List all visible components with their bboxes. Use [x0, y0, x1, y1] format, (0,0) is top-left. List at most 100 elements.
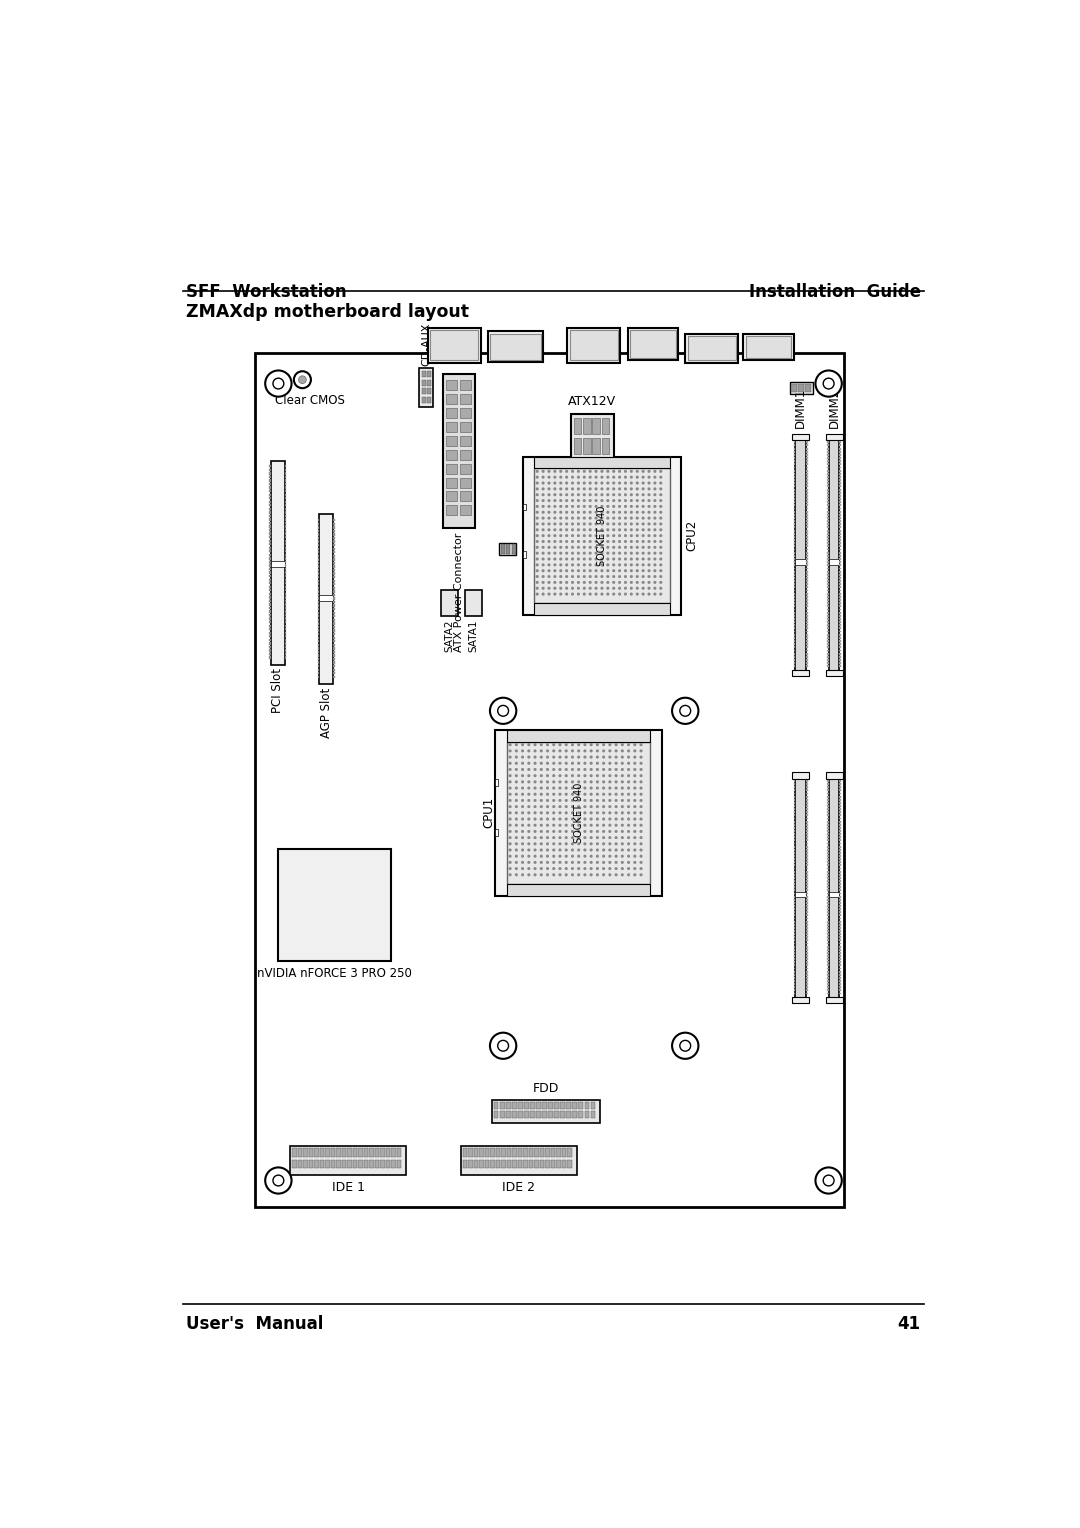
Bar: [318, 633, 320, 636]
Circle shape: [608, 787, 611, 790]
Bar: [806, 445, 808, 446]
Circle shape: [672, 698, 699, 724]
Circle shape: [590, 868, 593, 869]
Bar: [827, 665, 828, 668]
Circle shape: [630, 516, 633, 520]
Bar: [441, 590, 458, 616]
Bar: [839, 883, 841, 885]
Circle shape: [621, 848, 624, 851]
Circle shape: [639, 743, 643, 746]
Bar: [318, 594, 320, 596]
Bar: [269, 568, 271, 570]
Circle shape: [515, 805, 517, 808]
Circle shape: [603, 781, 605, 784]
Circle shape: [589, 564, 592, 567]
Bar: [806, 634, 808, 636]
Bar: [584, 1111, 590, 1118]
Bar: [334, 630, 335, 631]
Bar: [794, 520, 795, 523]
Circle shape: [546, 805, 549, 808]
Circle shape: [490, 698, 516, 724]
Circle shape: [600, 475, 604, 478]
Circle shape: [536, 481, 539, 484]
Bar: [828, 892, 839, 897]
Circle shape: [627, 868, 630, 869]
Bar: [602, 419, 609, 434]
Circle shape: [565, 564, 568, 567]
Bar: [359, 1160, 363, 1169]
Bar: [794, 946, 795, 947]
Bar: [806, 463, 808, 466]
Text: DIMM2: DIMM2: [827, 388, 840, 428]
Circle shape: [624, 581, 626, 584]
Circle shape: [559, 523, 563, 526]
Circle shape: [590, 756, 593, 758]
Circle shape: [577, 535, 580, 536]
Circle shape: [627, 769, 630, 770]
Circle shape: [527, 868, 530, 869]
Bar: [330, 1160, 335, 1169]
Circle shape: [559, 535, 563, 536]
Bar: [794, 498, 795, 500]
Circle shape: [636, 523, 638, 526]
Circle shape: [624, 593, 626, 596]
Bar: [806, 790, 808, 792]
Bar: [518, 1102, 523, 1109]
Circle shape: [571, 529, 573, 532]
Bar: [396, 1148, 401, 1157]
Circle shape: [627, 799, 630, 802]
Circle shape: [627, 743, 630, 746]
Circle shape: [509, 756, 512, 758]
Bar: [536, 1102, 541, 1109]
Bar: [839, 587, 841, 588]
Circle shape: [565, 487, 568, 490]
Bar: [794, 652, 795, 654]
Bar: [269, 620, 271, 623]
Circle shape: [618, 545, 621, 549]
Bar: [806, 628, 808, 630]
Circle shape: [660, 564, 662, 567]
Bar: [806, 793, 808, 795]
Circle shape: [603, 854, 605, 857]
Bar: [342, 1148, 346, 1157]
Circle shape: [660, 506, 662, 507]
Bar: [512, 1148, 516, 1157]
Circle shape: [627, 842, 630, 845]
Circle shape: [565, 475, 568, 478]
Bar: [839, 921, 841, 923]
Circle shape: [542, 494, 544, 497]
Circle shape: [653, 575, 657, 578]
Text: SOCKET 940: SOCKET 940: [573, 782, 583, 843]
Circle shape: [648, 581, 650, 584]
Circle shape: [571, 775, 573, 778]
Circle shape: [627, 874, 630, 876]
Bar: [827, 463, 828, 466]
Bar: [839, 451, 841, 452]
Bar: [794, 542, 795, 544]
Circle shape: [621, 874, 624, 876]
Circle shape: [548, 510, 551, 513]
Circle shape: [578, 775, 580, 778]
Circle shape: [542, 593, 544, 596]
Bar: [284, 472, 286, 475]
Circle shape: [608, 854, 611, 857]
Circle shape: [536, 564, 539, 567]
Circle shape: [642, 481, 645, 484]
Bar: [334, 637, 335, 639]
Bar: [284, 614, 286, 616]
Circle shape: [590, 842, 593, 845]
Bar: [284, 636, 286, 637]
Circle shape: [596, 848, 598, 851]
Circle shape: [627, 811, 630, 814]
Bar: [806, 905, 808, 908]
Bar: [806, 501, 808, 503]
Circle shape: [633, 781, 636, 784]
Circle shape: [603, 799, 605, 802]
Circle shape: [522, 743, 524, 746]
Circle shape: [536, 471, 539, 472]
Bar: [794, 513, 795, 516]
Bar: [806, 665, 808, 668]
Circle shape: [565, 762, 568, 764]
Bar: [480, 1148, 484, 1157]
Bar: [446, 435, 457, 446]
